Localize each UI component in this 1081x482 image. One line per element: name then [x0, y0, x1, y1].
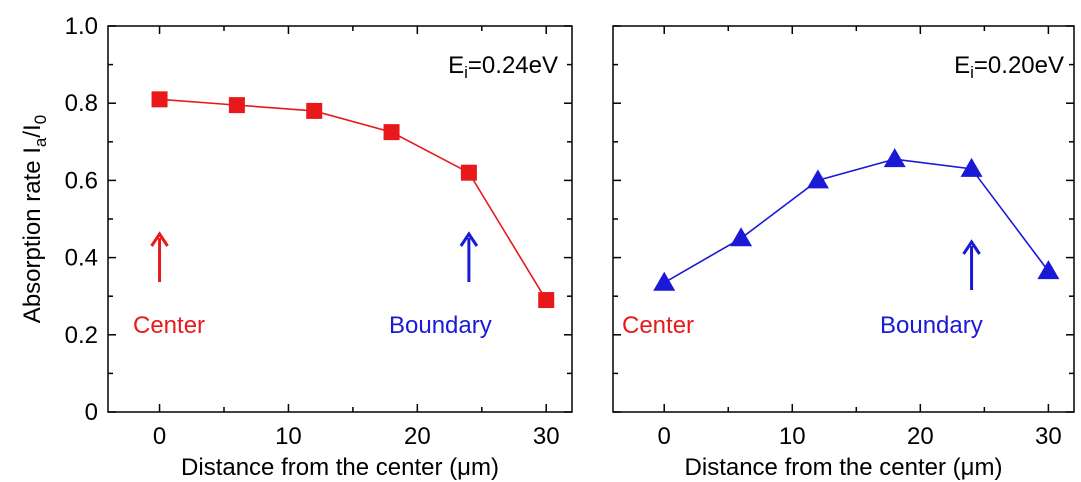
panel-right: 0 10 20 30 Distance from the center (μm) Ei=0…: [612, 25, 1075, 481]
data-point: [960, 157, 983, 177]
data-point: [1037, 260, 1060, 280]
y-axis-title-mid: /I: [19, 124, 46, 137]
plot-frame: [612, 25, 1075, 413]
boundary-label: Boundary: [880, 312, 983, 339]
center-label: Center: [133, 312, 205, 339]
energy-label: Ei=0.24eV: [448, 52, 558, 82]
x-tick-label: 0: [658, 423, 671, 450]
y-axis-title-main: Absorption rate I: [19, 147, 46, 323]
x-tick-label: 10: [779, 423, 806, 450]
boundary-label: Boundary: [389, 312, 492, 339]
y-axis-title-sub1: a: [31, 137, 50, 147]
energy-label-value: =0.20eV: [974, 52, 1064, 79]
energy-label-sub: i: [970, 63, 974, 82]
y-tick-label: 1.0: [65, 13, 98, 40]
x-tick-label: 30: [1035, 423, 1062, 450]
energy-label-main: E: [954, 52, 970, 79]
data-point: [883, 148, 906, 168]
y-tick-label: 0.6: [65, 167, 98, 194]
y-tick-label: 0.4: [65, 245, 98, 272]
boundary-arrow-head: [459, 231, 479, 247]
y-axis-title-sub2: 0: [31, 115, 50, 124]
y-tick-label: 0: [85, 399, 98, 426]
energy-label-sub: i: [464, 63, 468, 82]
x-tick-label: 20: [404, 423, 431, 450]
x-axis-title: Distance from the center (μm): [181, 454, 499, 481]
data-point: [538, 292, 555, 309]
data-point: [151, 91, 168, 108]
panel-left: 0 0.2 0.4 0.6 0.8 1.0 0 10 20 30 Distance from the…: [65, 13, 573, 481]
data-point: [653, 271, 676, 291]
data-point: [228, 97, 245, 114]
energy-label-main: E: [448, 52, 464, 79]
data-point: [806, 169, 829, 189]
y-tick-label: 0.2: [65, 322, 98, 349]
x-tick-label: 20: [907, 423, 934, 450]
series-line: [663, 158, 1050, 284]
x-tick-label: 10: [275, 423, 302, 450]
center-label: Center: [622, 312, 694, 339]
data-point: [383, 124, 400, 141]
center-arrow-head: [150, 231, 169, 247]
x-tick-label: 30: [533, 423, 560, 450]
energy-label: Ei=0.20eV: [954, 52, 1064, 82]
x-tick-label: 0: [153, 423, 166, 450]
x-axis-title: Distance from the center (μm): [685, 454, 1003, 481]
y-axis-title: Absorption rate Ia/I0: [19, 115, 50, 323]
data-point: [306, 102, 323, 119]
boundary-arrow-head: [962, 239, 981, 255]
energy-label-value: =0.24eV: [468, 52, 558, 79]
series-line: [159, 98, 547, 301]
data-point: [460, 164, 477, 181]
y-tick-label: 0.8: [65, 90, 98, 117]
data-point: [730, 227, 753, 247]
plot-frame: [107, 25, 573, 413]
